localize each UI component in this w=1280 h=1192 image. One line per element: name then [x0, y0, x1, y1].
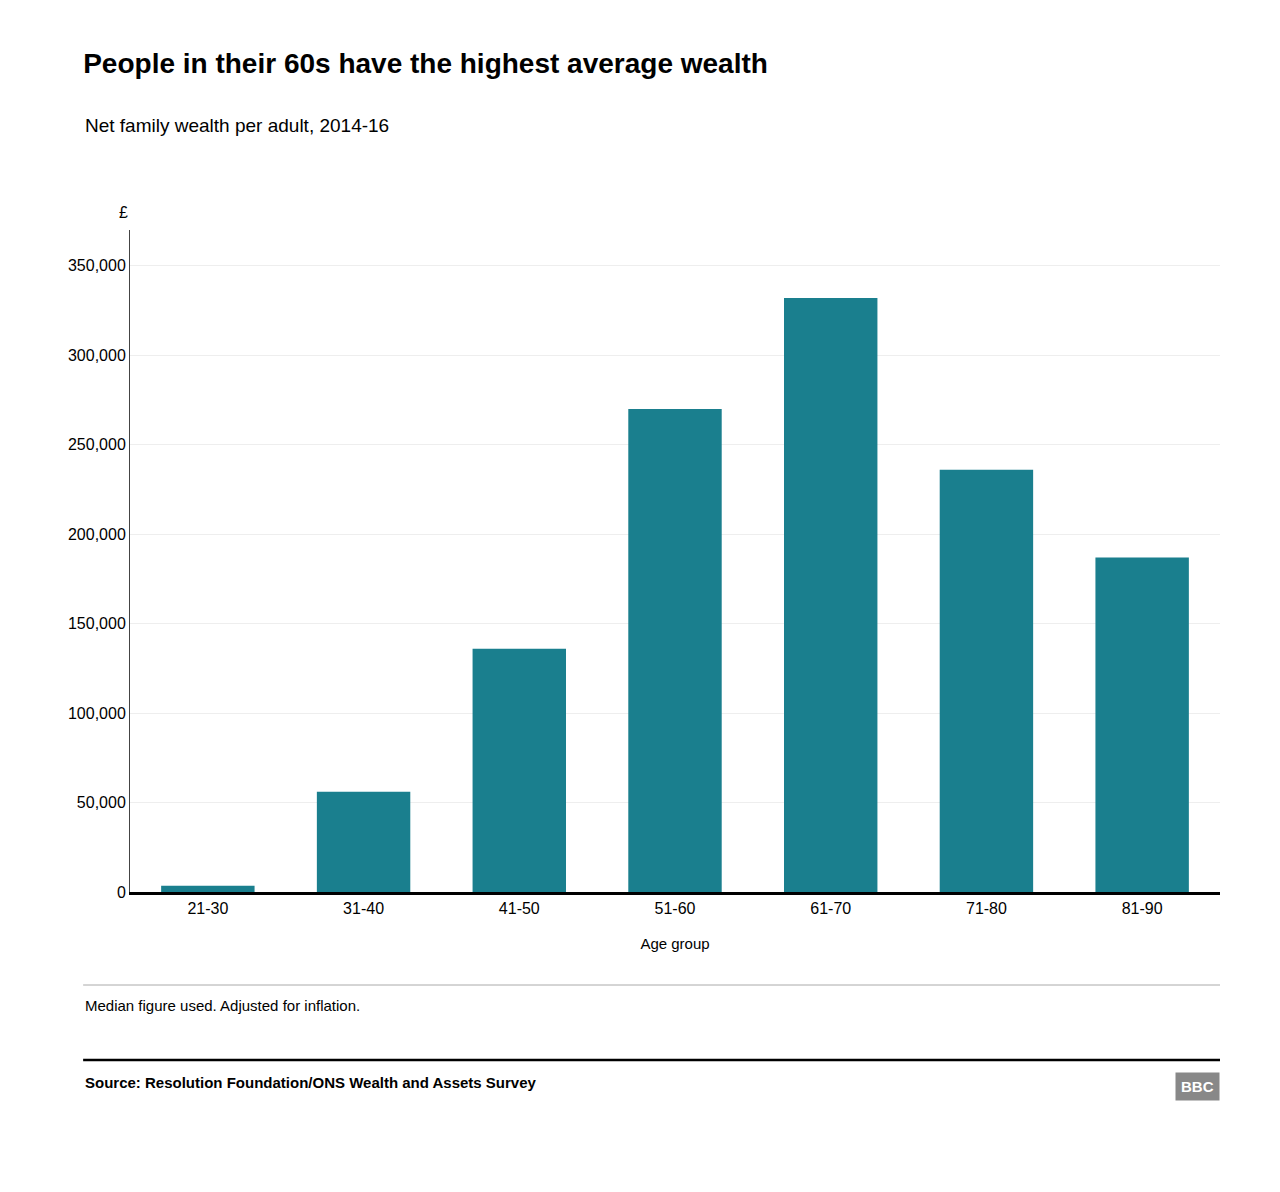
- svg-text:Age group: Age group: [640, 935, 709, 952]
- svg-text:61-70: 61-70: [810, 900, 851, 917]
- svg-text:150,000: 150,000: [68, 615, 126, 632]
- svg-text:200,000: 200,000: [68, 526, 126, 543]
- svg-text:81-90: 81-90: [1122, 900, 1163, 917]
- svg-text:300,000: 300,000: [68, 347, 126, 364]
- svg-text:51-60: 51-60: [655, 900, 696, 917]
- svg-text:Net family wealth per adult, 2: Net family wealth per adult, 2014-16: [85, 115, 389, 136]
- svg-text:Source: Resolution Foundation/: Source: Resolution Foundation/ONS Wealth…: [85, 1074, 537, 1091]
- svg-text:21-30: 21-30: [187, 900, 228, 917]
- svg-text:Median figure used. Adjusted f: Median figure used. Adjusted for inflati…: [85, 997, 360, 1014]
- svg-text:People in their 60s have the h: People in their 60s have the highest ave…: [83, 48, 768, 79]
- svg-text:41-50: 41-50: [499, 900, 540, 917]
- svg-text:350,000: 350,000: [68, 257, 126, 274]
- svg-text:50,000: 50,000: [77, 794, 126, 811]
- svg-text:BBC: BBC: [1181, 1078, 1214, 1095]
- svg-text:250,000: 250,000: [68, 436, 126, 453]
- svg-text:31-40: 31-40: [343, 900, 384, 917]
- svg-text:71-80: 71-80: [966, 900, 1007, 917]
- svg-text:0: 0: [117, 884, 126, 901]
- svg-text:£: £: [119, 204, 128, 221]
- svg-text:100,000: 100,000: [68, 705, 126, 722]
